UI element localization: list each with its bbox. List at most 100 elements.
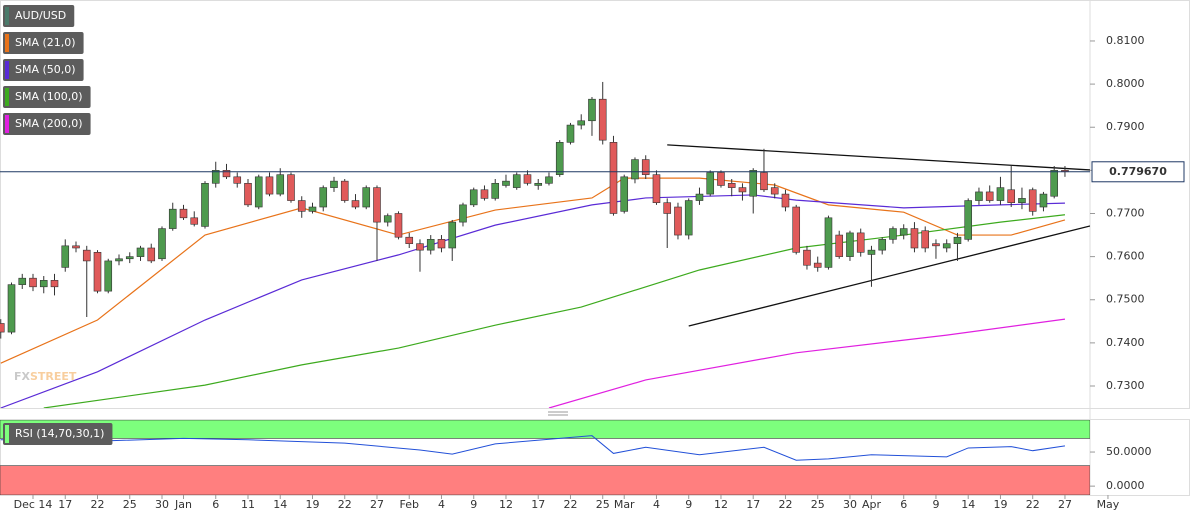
candle-body [588, 98, 596, 122]
watermark-part: FX [14, 370, 31, 383]
x-tick-label: 17 [746, 498, 760, 511]
candle-body [469, 189, 478, 206]
candle-body [287, 174, 295, 201]
x-tick-label: 9 [470, 498, 477, 511]
x-tick-label: 11 [241, 498, 255, 511]
watermark: FXSTREET [14, 370, 77, 383]
candle-body [706, 172, 715, 195]
x-tick-label: 30 [155, 498, 169, 511]
candle-body [534, 182, 543, 186]
candle-body [674, 206, 682, 236]
legend-item-swatch [5, 61, 9, 79]
candle-body [297, 200, 306, 212]
y-tick-label: 0.7700 [1106, 206, 1145, 219]
candle-body [254, 176, 263, 208]
x-tick-label: 14 [273, 498, 287, 511]
candle-body [308, 206, 317, 212]
candle-body [104, 260, 113, 292]
x-tick-label: Apr [862, 498, 882, 511]
legend-item: SMA (50,0) [15, 63, 76, 76]
y-tick-label: 0.8000 [1106, 77, 1145, 90]
last-price-box [1091, 161, 1185, 183]
rsi-legend: RSI (14,70,30,1) [15, 427, 104, 440]
candle-body [867, 249, 876, 255]
candle-body [72, 245, 80, 249]
candle-body [7, 284, 16, 333]
oversold-band [0, 465, 1090, 495]
x-tick-label: 19 [993, 498, 1007, 511]
x-tick-label: May [1097, 498, 1120, 511]
candle-body [222, 170, 231, 178]
x-tick-label: 27 [370, 498, 384, 511]
candle-body [953, 236, 962, 244]
x-tick-label: 25 [811, 498, 825, 511]
candle-body [609, 142, 618, 214]
candle-body [523, 174, 532, 184]
candle-body [792, 206, 801, 253]
trendline [667, 144, 1090, 171]
trendline [688, 225, 1090, 327]
candle-body [652, 174, 661, 204]
candle-body [663, 202, 672, 214]
legend-item-swatch [5, 115, 9, 133]
y-tick-label: 0.8100 [1106, 34, 1145, 47]
candle-body [459, 204, 467, 223]
candle-body [93, 252, 102, 292]
x-tick-label: Mar [614, 498, 635, 511]
candle-body [781, 193, 790, 208]
candle-body [985, 191, 994, 201]
x-tick-label: 17 [58, 498, 72, 511]
candle-body [824, 217, 833, 268]
legend-item: SMA (21,0) [15, 36, 76, 49]
candle-body [856, 232, 865, 253]
x-tick-label: Feb [399, 498, 418, 511]
candle-body [39, 280, 48, 288]
legend-item-box [3, 32, 84, 54]
candle-body [1007, 189, 1016, 204]
candle-body [846, 232, 854, 257]
rsi-legend-swatch [5, 425, 9, 443]
x-tick-label: 17 [531, 498, 545, 511]
candle-body [373, 187, 381, 223]
candle-body [921, 230, 930, 249]
candle-body [813, 262, 822, 268]
x-tick-label: 9 [932, 498, 939, 511]
candle-body [717, 172, 725, 186]
panel-handle [548, 411, 568, 416]
x-tick-label: 14 [961, 498, 975, 511]
candle-body [749, 170, 758, 197]
x-tick-label: 4 [438, 498, 445, 511]
candle-body [566, 124, 575, 143]
candle-body [1028, 189, 1037, 212]
x-tick-label: 22 [90, 498, 104, 511]
candle-body [899, 228, 908, 236]
candle-body [405, 236, 414, 244]
candle-body [265, 176, 274, 195]
candle-body [684, 200, 693, 236]
x-tick-label: 22 [778, 498, 792, 511]
candle-body [190, 217, 199, 225]
candle-body [727, 182, 736, 188]
sma-line [548, 318, 1066, 408]
sma-line [43, 214, 1066, 408]
x-tick-label: 12 [499, 498, 513, 511]
candle-body [168, 208, 177, 229]
rsi-line [0, 435, 1066, 461]
candle-body [512, 174, 521, 188]
candle-body [942, 243, 951, 249]
candle-body [1039, 193, 1048, 208]
legend-item: SMA (100,0) [15, 90, 83, 103]
legend-item-box [3, 86, 91, 108]
candle-body [330, 180, 338, 188]
candle-body [889, 228, 897, 240]
candle-body [803, 249, 811, 266]
y-tick-label: 0.7500 [1106, 293, 1145, 306]
candle-body [340, 180, 349, 201]
last-price-label: 0.779670 [1109, 165, 1167, 178]
candle-body [695, 193, 704, 201]
candle-body [233, 176, 242, 184]
candle-body [620, 176, 629, 212]
legend-item-box [3, 59, 84, 81]
legend-item: SMA (200,0) [15, 117, 83, 130]
